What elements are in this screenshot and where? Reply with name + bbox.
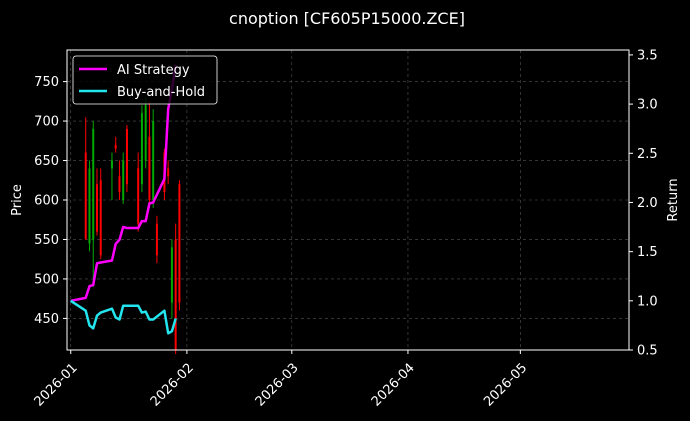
- candle-body: [110, 160, 113, 169]
- candle-body: [144, 105, 147, 161]
- y2-tick-label: 0.5: [637, 344, 658, 359]
- candle-body: [99, 180, 102, 256]
- candle-body: [167, 168, 170, 177]
- candle-body: [140, 113, 143, 185]
- legend: AI Strategy Buy-and-Hold: [72, 55, 218, 105]
- candle-body: [118, 176, 121, 193]
- candle-body: [170, 247, 173, 303]
- candle-body: [92, 128, 95, 240]
- y2-tick-label: 1.5: [637, 245, 658, 260]
- legend-label-buy-and-hold: Buy-and-Hold: [117, 85, 205, 100]
- candle-body: [88, 168, 91, 244]
- candle-body: [174, 239, 177, 350]
- y-tick-label: 750: [34, 75, 59, 90]
- y2-tick-label: 3.0: [637, 98, 658, 113]
- candlesticks: [84, 97, 181, 354]
- candle-body: [152, 121, 155, 200]
- y-tick-label: 550: [34, 233, 59, 248]
- y-tick-label: 600: [34, 194, 59, 209]
- y2-tick-label: 2.5: [637, 147, 658, 162]
- series-line-buy-and-hold: [70, 299, 177, 335]
- grid: [67, 50, 629, 350]
- y2-tick-label: 2.0: [637, 196, 658, 211]
- y-axis-left: 450 500 550 600 650 700 750: [34, 75, 67, 327]
- candle-body: [114, 144, 117, 149]
- candle-body: [122, 160, 125, 200]
- y-axis-right: 0.5 1.0 1.5 2.0 2.5 3.0 3.5: [629, 48, 658, 359]
- series-line-ai-strategy: [70, 64, 177, 303]
- y2-tick-label: 1.0: [637, 294, 658, 309]
- candle-body: [148, 136, 151, 200]
- return-lines: [70, 64, 177, 335]
- y-tick-label: 650: [34, 154, 59, 169]
- legend-label-ai-strategy: AI Strategy: [117, 63, 190, 78]
- candle-body: [95, 184, 98, 232]
- candle-body: [178, 184, 181, 303]
- y-tick-label: 500: [34, 272, 59, 287]
- candle-body: [155, 223, 158, 256]
- y-axis-label: Price: [10, 184, 25, 216]
- y-tick-label: 700: [34, 115, 59, 130]
- y2-axis-label: Return: [666, 178, 681, 221]
- candle-body: [125, 128, 128, 185]
- y-tick-label: 450: [34, 312, 59, 327]
- candle-body: [84, 152, 87, 240]
- y2-tick-label: 3.5: [637, 48, 658, 63]
- chart-title: cnoption [CF605P15000.ZCE]: [229, 9, 465, 28]
- legend-box: [72, 55, 218, 105]
- candle-body: [137, 168, 140, 224]
